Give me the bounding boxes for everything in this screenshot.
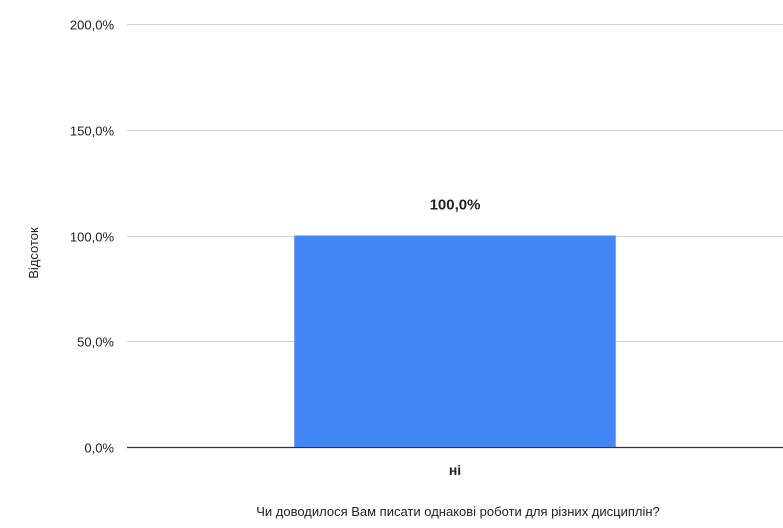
y-axis-ticks: 0,0% 50,0% 100,0% 150,0% 200,0% bbox=[70, 18, 115, 456]
y-tick-label: 0,0% bbox=[84, 441, 114, 456]
bars bbox=[294, 235, 616, 448]
y-tick-label: 150,0% bbox=[70, 124, 115, 139]
x-tick-label: ні bbox=[449, 462, 461, 478]
y-tick-label: 50,0% bbox=[77, 335, 114, 350]
data-labels: 100,0% bbox=[430, 197, 481, 214]
y-axis-title: Відсоток bbox=[26, 227, 41, 279]
y-tick-label: 200,0% bbox=[70, 18, 115, 33]
bar[interactable] bbox=[294, 235, 616, 448]
y-tick-label: 100,0% bbox=[70, 230, 115, 245]
x-axis-ticks: ні bbox=[449, 462, 461, 478]
bar-data-label: 100,0% bbox=[430, 197, 481, 214]
x-axis-title: Чи доводилося Вам писати однакові роботи… bbox=[256, 504, 660, 519]
